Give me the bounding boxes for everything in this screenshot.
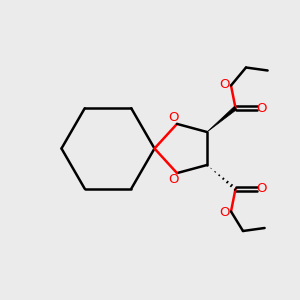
Text: O: O <box>219 77 230 91</box>
Polygon shape <box>207 106 237 132</box>
Text: O: O <box>168 111 179 124</box>
Text: O: O <box>168 173 179 186</box>
Text: O: O <box>219 206 230 220</box>
Text: O: O <box>257 182 267 196</box>
Text: O: O <box>257 101 267 115</box>
